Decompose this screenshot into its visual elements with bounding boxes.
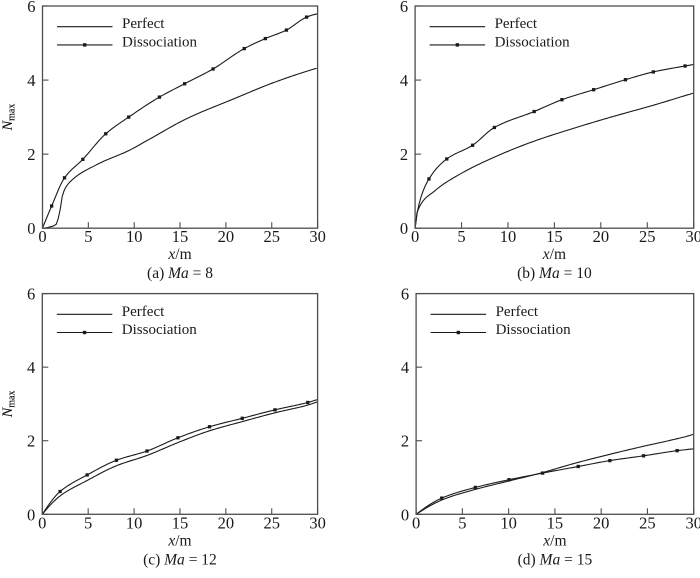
svg-text:0: 0 bbox=[27, 219, 35, 238]
svg-text:10: 10 bbox=[500, 513, 517, 532]
svg-text:2: 2 bbox=[401, 432, 409, 451]
svg-text:25: 25 bbox=[263, 513, 280, 532]
svg-text:15: 15 bbox=[172, 513, 189, 532]
svg-text:Perfect: Perfect bbox=[122, 304, 165, 320]
svg-text:30: 30 bbox=[309, 513, 326, 532]
svg-text:15: 15 bbox=[172, 227, 189, 246]
svg-text:Dissociation: Dissociation bbox=[122, 322, 197, 338]
svg-text:30: 30 bbox=[685, 227, 700, 246]
svg-text:5: 5 bbox=[84, 227, 92, 246]
svg-text:25: 25 bbox=[639, 513, 656, 532]
svg-text:10: 10 bbox=[126, 227, 143, 246]
svg-text:(a) Ma = 8: (a) Ma = 8 bbox=[147, 265, 213, 282]
svg-text:30: 30 bbox=[685, 513, 700, 532]
svg-text:2: 2 bbox=[400, 145, 408, 164]
svg-text:20: 20 bbox=[218, 513, 235, 532]
svg-text:10: 10 bbox=[500, 227, 517, 246]
svg-text:0: 0 bbox=[400, 219, 408, 238]
svg-text:Perfect: Perfect bbox=[495, 16, 538, 32]
svg-text:x/m: x/m bbox=[167, 532, 191, 549]
svg-text:6: 6 bbox=[401, 285, 409, 304]
svg-text:30: 30 bbox=[309, 227, 326, 246]
svg-text:0: 0 bbox=[401, 505, 409, 524]
svg-text:0: 0 bbox=[411, 227, 419, 246]
svg-text:0: 0 bbox=[412, 513, 420, 532]
svg-text:x/m: x/m bbox=[542, 532, 566, 549]
svg-text:6: 6 bbox=[27, 0, 35, 16]
svg-text:(b) Ma = 10: (b) Ma = 10 bbox=[517, 265, 592, 282]
svg-text:0: 0 bbox=[38, 513, 46, 532]
svg-text:4: 4 bbox=[400, 71, 408, 90]
svg-text:6: 6 bbox=[400, 0, 408, 16]
svg-text:Dissociation: Dissociation bbox=[496, 322, 571, 338]
svg-text:x/m: x/m bbox=[167, 246, 191, 263]
svg-text:20: 20 bbox=[593, 227, 610, 246]
svg-text:(d) Ma = 15: (d) Ma = 15 bbox=[518, 551, 593, 568]
svg-text:25: 25 bbox=[639, 227, 656, 246]
svg-text:6: 6 bbox=[27, 285, 35, 304]
svg-text:Perfect: Perfect bbox=[122, 16, 165, 32]
svg-text:2: 2 bbox=[27, 432, 35, 451]
svg-text:20: 20 bbox=[218, 227, 235, 246]
svg-text:4: 4 bbox=[27, 358, 35, 377]
svg-text:4: 4 bbox=[401, 358, 409, 377]
svg-text:x/m: x/m bbox=[542, 246, 566, 263]
svg-text:20: 20 bbox=[593, 513, 610, 532]
svg-text:25: 25 bbox=[264, 227, 281, 246]
svg-text:4: 4 bbox=[27, 71, 35, 90]
svg-text:Perfect: Perfect bbox=[496, 304, 539, 320]
svg-text:5: 5 bbox=[458, 513, 466, 532]
svg-text:15: 15 bbox=[546, 227, 563, 246]
svg-text:2: 2 bbox=[27, 145, 35, 164]
svg-text:10: 10 bbox=[126, 513, 143, 532]
svg-text:(c) Ma = 12: (c) Ma = 12 bbox=[143, 551, 217, 568]
svg-text:Dissociation: Dissociation bbox=[122, 34, 197, 50]
svg-text:5: 5 bbox=[457, 227, 465, 246]
svg-text:5: 5 bbox=[84, 513, 92, 532]
svg-text:0: 0 bbox=[38, 227, 46, 246]
svg-text:0: 0 bbox=[27, 505, 35, 524]
svg-text:15: 15 bbox=[547, 513, 564, 532]
svg-text:Dissociation: Dissociation bbox=[495, 34, 570, 50]
